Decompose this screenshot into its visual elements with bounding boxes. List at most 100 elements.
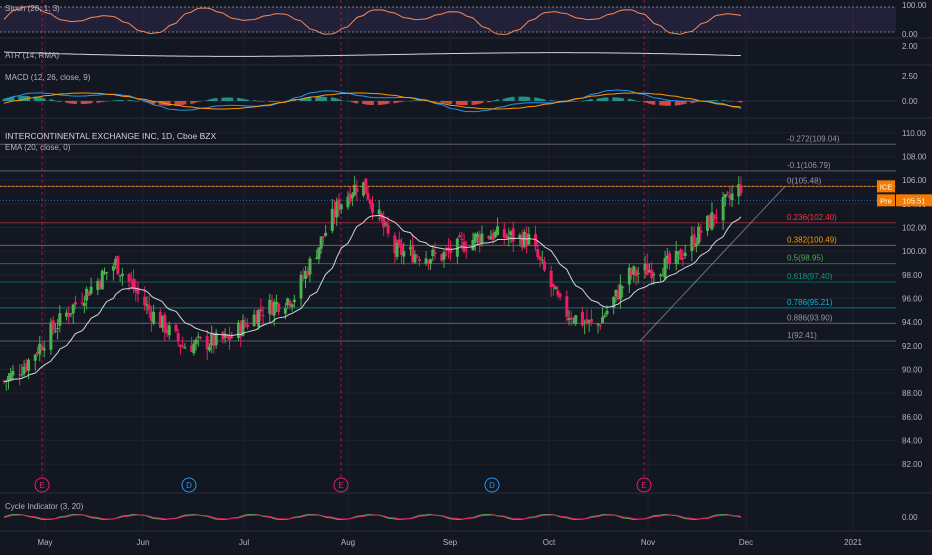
fib-level-label-5: 0.5(98.95)	[787, 254, 824, 263]
macd-hist-26	[82, 101, 86, 104]
macd-hist-182	[569, 101, 573, 102]
candle-body-110	[346, 196, 350, 208]
macd-hist-121	[379, 101, 383, 105]
candle-body-162	[507, 236, 511, 239]
macd-hist-201	[630, 99, 634, 101]
macd-hist-71	[223, 97, 227, 101]
macd-hist-166	[520, 96, 524, 101]
candle-body-227	[710, 212, 714, 230]
candle-body-235	[737, 184, 741, 197]
candle-body-105	[330, 208, 334, 231]
macd-hist-158	[493, 100, 497, 101]
candle-body-127	[397, 239, 401, 246]
macd-hist-212	[663, 101, 667, 106]
macd-hist-140	[440, 101, 444, 103]
candle-body-182	[569, 317, 573, 320]
candle-body-169	[527, 234, 531, 245]
candle-body-29	[89, 286, 93, 294]
macd-hist-17	[53, 100, 57, 102]
macd-hist-58	[181, 101, 185, 105]
macd-hist-31	[98, 101, 102, 103]
macd-hist-205	[643, 101, 647, 103]
y-tick-label-13: 84.00	[902, 436, 923, 445]
macd-hist-134	[417, 100, 421, 101]
candle-body-139	[433, 252, 437, 255]
macd-hist-141	[442, 101, 446, 103]
candle-body-172	[538, 256, 542, 260]
candle-body-112	[350, 194, 354, 199]
candle-body-221	[692, 234, 696, 248]
macd-hist-186	[583, 100, 587, 102]
candle-body-140	[440, 254, 444, 261]
macd-hist-232	[726, 100, 730, 102]
macd-hist-189	[589, 99, 593, 101]
macd-hist-116	[364, 101, 368, 105]
macd-hist-43	[134, 101, 138, 102]
macd-hist-230	[721, 100, 725, 101]
candle-body-26	[82, 303, 86, 306]
y-tick-label-4: 102.00	[902, 224, 927, 233]
macd-hist-39	[120, 100, 124, 101]
candle-body-10	[33, 354, 37, 361]
price-tag-box-0	[877, 180, 895, 193]
candle-body-171	[536, 249, 540, 258]
stoch-tick-0: 100.00	[902, 1, 927, 10]
macd-hist-198	[618, 97, 622, 101]
y-tick-label-5: 100.00	[902, 247, 927, 256]
candle-body-90	[283, 308, 287, 314]
macd-hist-41	[129, 100, 133, 101]
stoch-label: Stoch (20, 1, 3)	[5, 4, 60, 13]
candle-body-141	[442, 252, 446, 260]
candle-body-219	[683, 252, 687, 257]
macd-hist-199	[621, 98, 625, 101]
macd-hist-37	[116, 100, 120, 101]
candle-body-93	[290, 304, 294, 308]
candle-body-38	[118, 275, 122, 277]
candle-body-95	[299, 274, 303, 299]
candle-body-68	[212, 333, 216, 346]
event-marker-1	[181, 477, 197, 493]
candle-body-134	[417, 259, 421, 262]
candle-body-50	[158, 311, 162, 328]
macd-hist-84	[261, 101, 265, 102]
candle-body-41	[129, 281, 133, 283]
candle-body-87	[272, 302, 276, 316]
macd-hist-209	[652, 101, 656, 105]
macd-hist-219	[683, 101, 687, 104]
candle-body-59	[183, 347, 187, 349]
macd-hist-127	[397, 101, 401, 103]
macd-hist-100	[315, 96, 319, 101]
macd-hist-190	[596, 98, 600, 101]
candle-body-177	[554, 287, 558, 290]
candle-body-128	[400, 244, 404, 256]
candle-body-133	[415, 256, 419, 258]
fib-level-label-9: 1(92.41)	[787, 331, 817, 340]
ema-label: EMA (20, close, 0)	[5, 143, 71, 152]
candle-body-224	[699, 230, 703, 234]
candle-body-170	[534, 234, 538, 247]
candle-body-17	[53, 330, 57, 332]
candle-body-46	[145, 304, 149, 306]
candle-body-147	[460, 238, 464, 240]
candle-body-3	[9, 372, 13, 380]
macd-hist-20	[65, 101, 69, 103]
macd-hist-33	[103, 101, 106, 102]
candle-body-72	[225, 334, 229, 338]
candle-body-66	[207, 346, 211, 351]
macd-hist-203	[634, 100, 638, 102]
candle-body-22	[69, 313, 73, 315]
macd-hist-80	[252, 100, 256, 101]
candle-body-222	[694, 243, 698, 247]
x-tick-label-7: Dec	[739, 538, 753, 547]
macd-hist-22	[69, 101, 73, 104]
macd-hist-11	[36, 96, 39, 101]
macd-hist-96	[301, 97, 305, 101]
macd-hist-75	[237, 97, 240, 101]
macd-hist-213	[665, 101, 669, 106]
candle-body-94	[292, 299, 296, 303]
macd-hist-87	[272, 101, 276, 102]
macd-hist-178	[556, 101, 560, 102]
candle-body-131	[411, 244, 415, 263]
